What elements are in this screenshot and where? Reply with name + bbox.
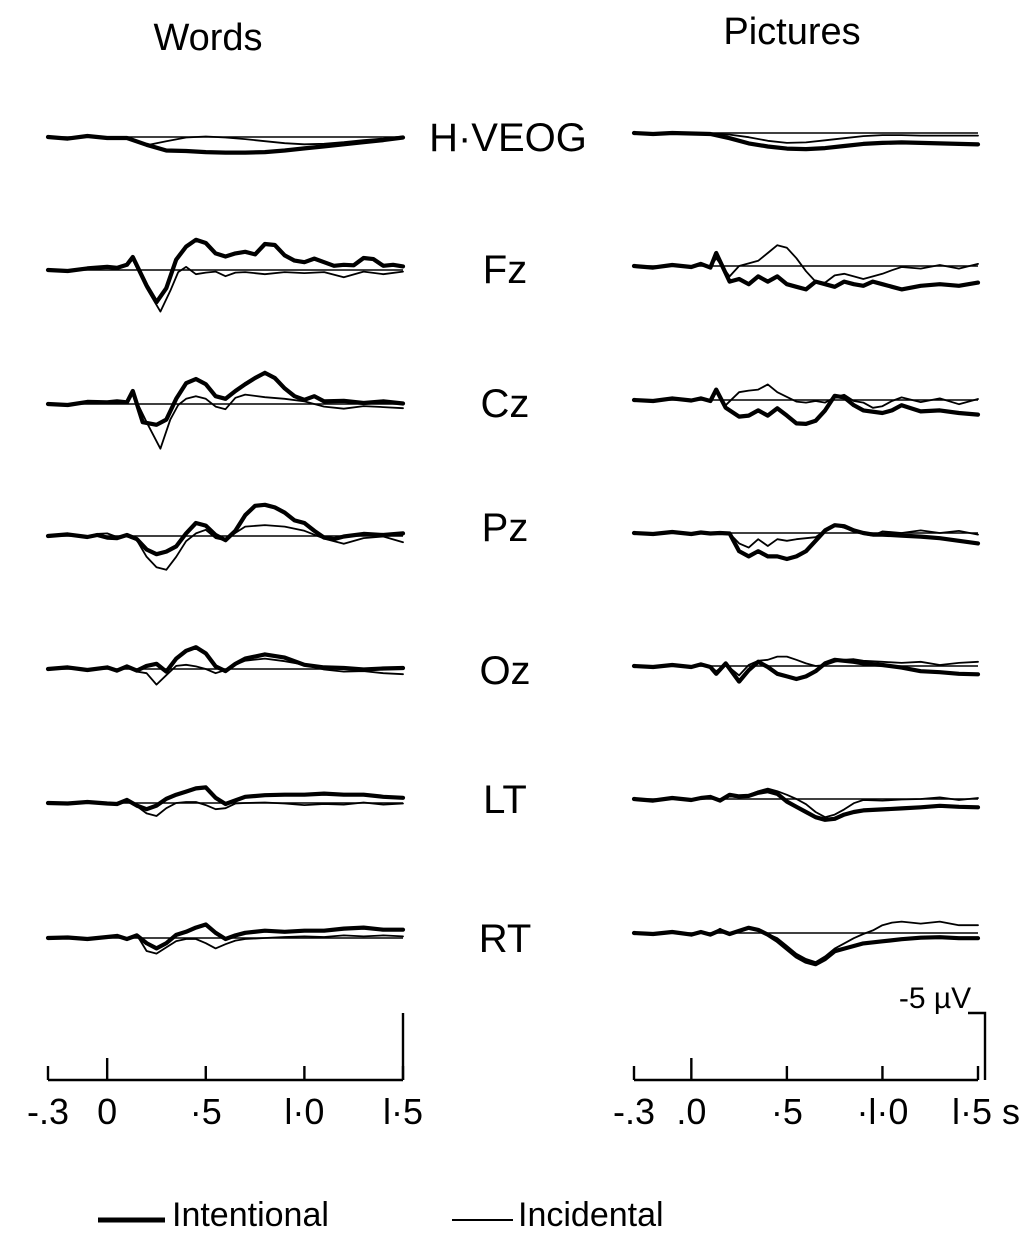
calibration-bar: -5 µV [401, 982, 987, 1080]
time-axes: -.3 0 ·5 l·0 l·5 -.3 .0 ·5 ·l·0 l·5 s [27, 1058, 1020, 1132]
calibration-label: -5 µV [899, 982, 971, 1015]
electrode-label-oz: Oz [479, 649, 530, 693]
erp-traces [45, 130, 981, 967]
trace-words-lt-intentional [45, 785, 406, 812]
electrode-label-pz: Pz [482, 506, 529, 550]
trace-words-fz-intentional [45, 237, 406, 305]
trace-pictures-h-veog-intentional [631, 130, 981, 152]
trace-words-oz-intentional [45, 645, 406, 674]
trace-words-cz-intentional [45, 370, 406, 427]
electrode-labels: H·VEOG Fz Cz Pz Oz LT RT [429, 116, 587, 961]
panel-title-words: Words [153, 17, 262, 59]
electrode-label-fz: Fz [483, 248, 527, 292]
electrode-label-h-veog: H·VEOG [429, 116, 587, 160]
x-tick-label-pictures-0: -.3 [613, 1091, 655, 1132]
x-tick-label-pictures-1: .0 [676, 1091, 706, 1132]
legend: Intentional Incidental [98, 1196, 664, 1234]
calibration-line-pictures [968, 1011, 987, 1080]
trace-pictures-lt-intentional [631, 789, 981, 822]
panel-title-pictures: Pictures [723, 11, 860, 53]
x-tick-label-pictures-2: ·5 [771, 1091, 803, 1132]
trace-words-h-veog-intentional [45, 133, 406, 155]
trace-words-pz-incidental [47, 524, 404, 571]
trace-pictures-fz-intentional [631, 250, 981, 292]
x-tick-label-words-3: l·0 [284, 1091, 324, 1132]
electrode-label-cz: Cz [481, 382, 530, 426]
trace-words-pz-intentional [45, 502, 406, 557]
x-tick-label-pictures-4: l·5 s [952, 1091, 1020, 1132]
trace-pictures-pz-intentional [631, 523, 981, 562]
electrode-label-rt: RT [479, 917, 532, 961]
trace-pictures-cz-intentional [631, 387, 981, 426]
legend-label-intentional: Intentional [172, 1196, 329, 1234]
x-tick-label-words-0: -.3 [27, 1091, 69, 1132]
trace-pictures-rt-incidental [633, 920, 979, 963]
trace-words-rt-intentional [45, 922, 406, 951]
trace-pictures-rt-intentional [631, 925, 981, 967]
x-tick-label-words-2: ·5 [190, 1091, 222, 1132]
trace-pictures-fz-incidental [633, 244, 979, 284]
electrode-label-lt: LT [483, 778, 527, 822]
x-tick-label-words-1: 0 [97, 1091, 117, 1132]
x-tick-label-words-4: l·5 [383, 1091, 423, 1132]
trace-pictures-oz-intentional [631, 657, 981, 684]
x-tick-label-pictures-3: ·l·0 [856, 1091, 908, 1132]
trace-pictures-cz-incidental [633, 383, 979, 409]
legend-label-incidental: Incidental [518, 1196, 664, 1234]
